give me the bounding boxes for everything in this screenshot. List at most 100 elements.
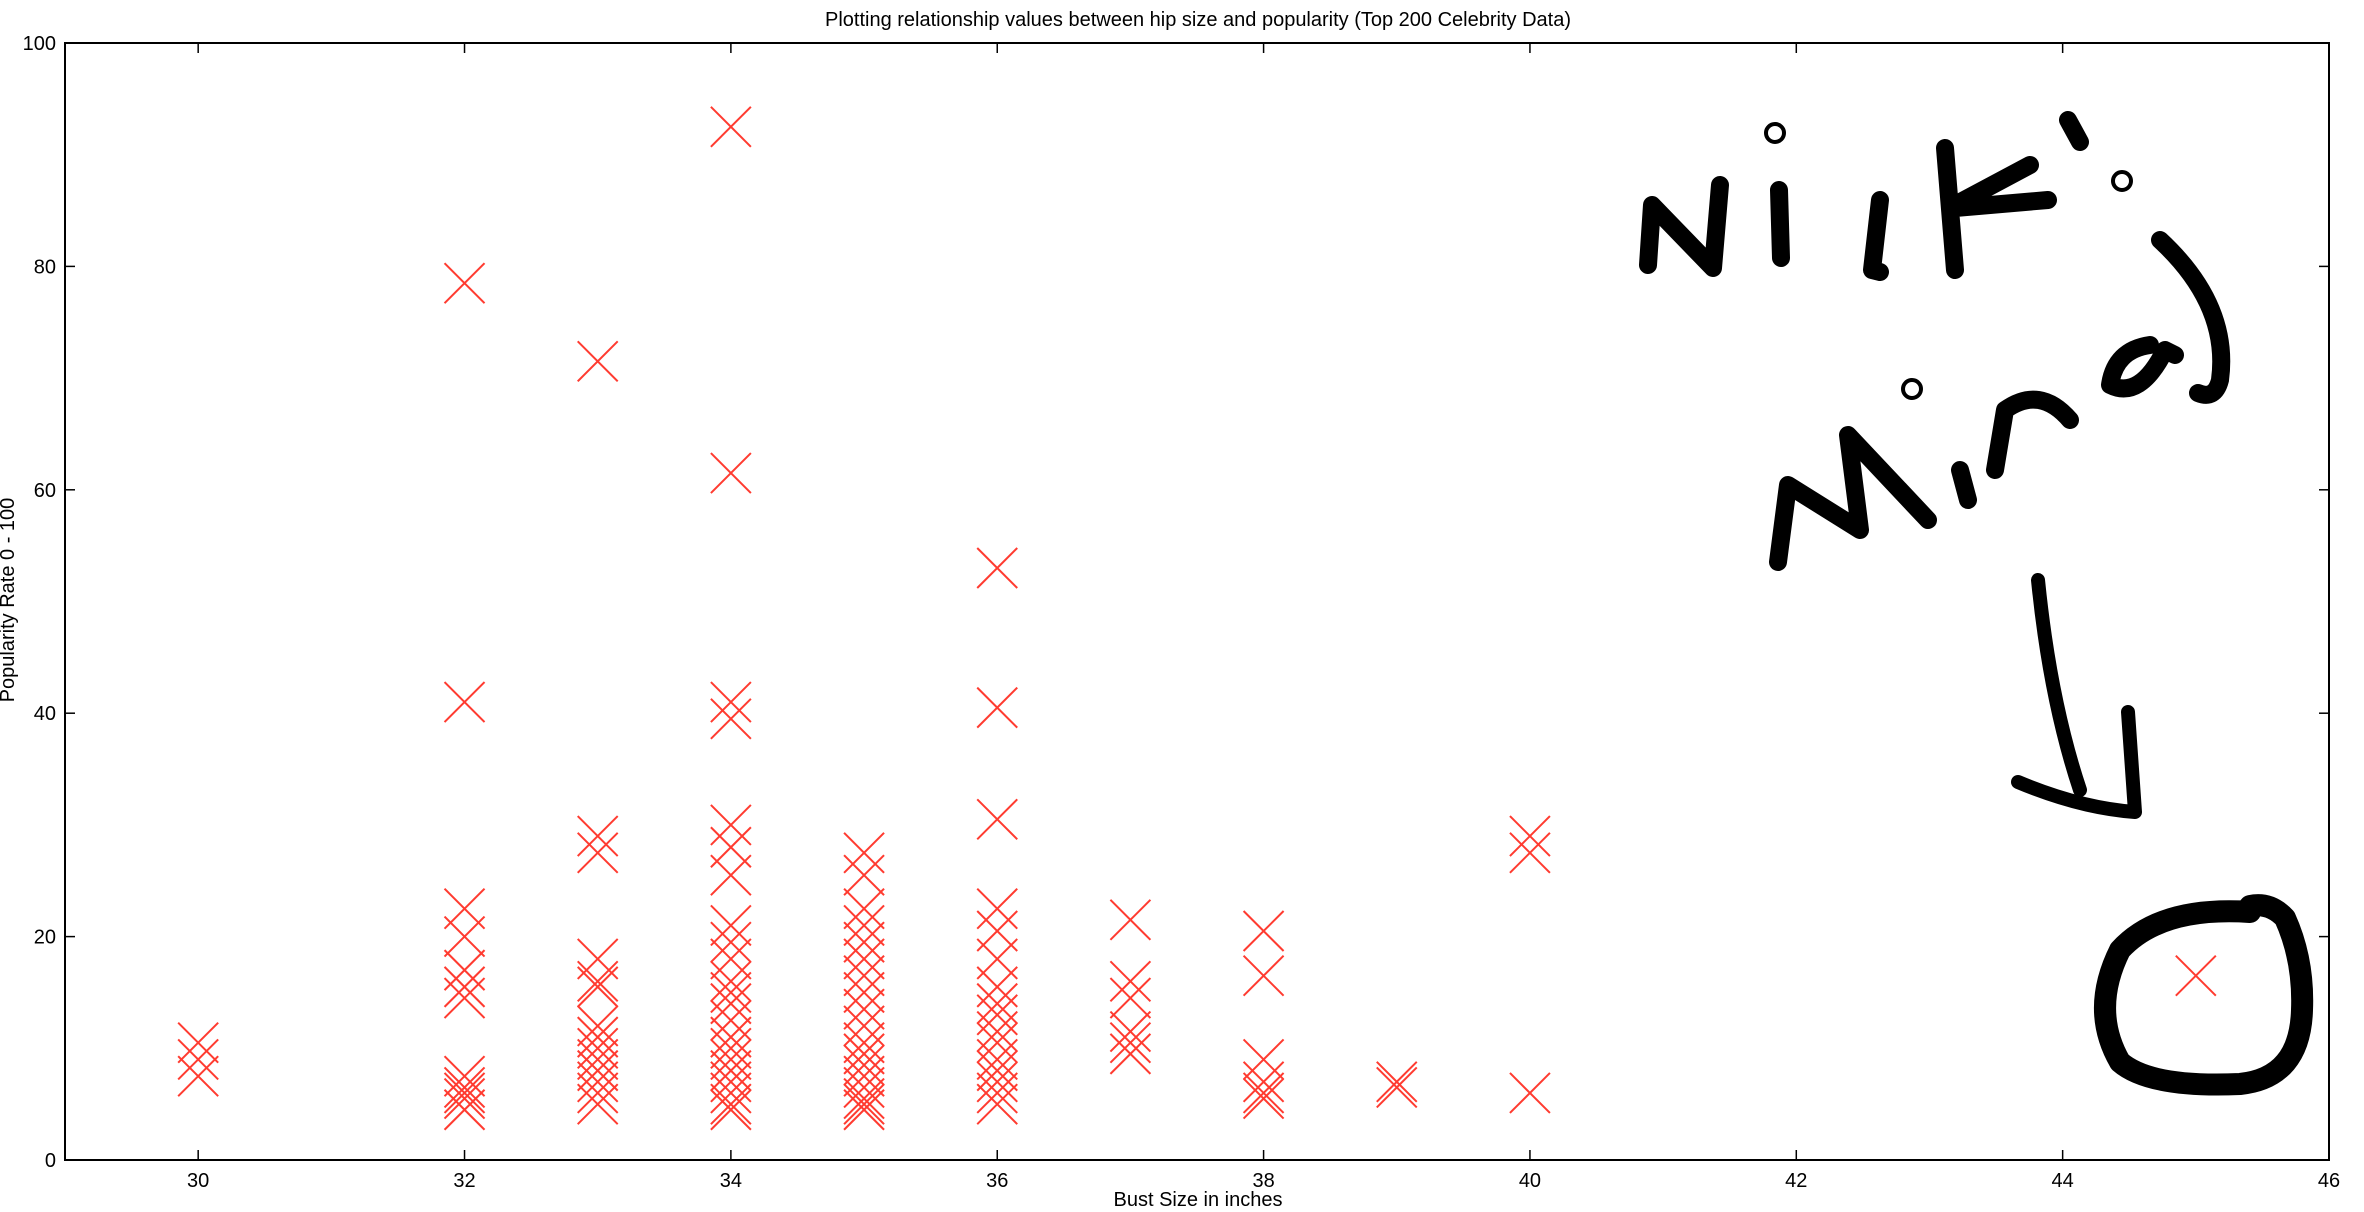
x-tick-label: 42 — [1785, 1170, 1807, 1192]
handwritten-arrow-head — [2011, 705, 2142, 819]
handwriting-dot — [1901, 378, 1923, 400]
y-tick-label: 100 — [23, 33, 56, 55]
handwriting-dot — [2111, 170, 2133, 192]
handwriting-stroke — [1770, 181, 1790, 267]
data-point-stroke — [710, 106, 752, 148]
data-point — [710, 106, 752, 148]
data-point — [843, 887, 885, 930]
data-point — [843, 1089, 885, 1131]
x-tick-label: 38 — [1252, 1170, 1274, 1192]
data-point-stroke — [443, 1089, 486, 1131]
data-point-stroke — [843, 1083, 885, 1125]
data-point — [843, 1044, 885, 1086]
data-point — [576, 1016, 619, 1058]
data-point — [976, 1072, 1018, 1114]
data-point — [976, 1038, 1018, 1081]
data-point — [576, 1005, 619, 1047]
handwriting-stroke — [1863, 191, 1889, 281]
y-tick-label: 80 — [34, 256, 56, 278]
y-tick-label: 20 — [34, 927, 56, 949]
data-point — [843, 954, 885, 997]
data-point — [843, 1066, 885, 1109]
data-point-stroke — [576, 1083, 619, 1125]
data-point-stroke — [1109, 960, 1152, 1002]
data-point-stroke — [843, 1089, 885, 1131]
data-point — [576, 1083, 619, 1125]
data-point-stroke — [576, 340, 619, 383]
handwriting-stroke — [1639, 176, 1729, 277]
handwritten-annotation — [1639, 111, 2314, 1096]
data-point — [976, 798, 1018, 841]
data-point-stroke — [576, 815, 619, 857]
data-point — [443, 1077, 486, 1120]
data-point — [576, 1049, 619, 1092]
data-point — [843, 1083, 885, 1125]
data-point-stroke — [843, 971, 885, 1014]
data-point — [976, 1061, 1018, 1103]
data-point — [843, 988, 885, 1030]
data-point — [710, 854, 752, 896]
data-point-stroke — [710, 1038, 752, 1081]
data-point — [1242, 910, 1285, 952]
data-point-stroke — [710, 854, 752, 896]
data-point-stroke — [843, 904, 885, 947]
data-point-stroke — [976, 1061, 1018, 1103]
data-point-stroke — [576, 966, 619, 1008]
data-point-stroke — [976, 686, 1018, 729]
data-point-stroke — [1376, 1066, 1418, 1109]
data-point — [1109, 1010, 1152, 1053]
handwriting-dot — [1764, 122, 1786, 144]
data-point-stroke — [710, 804, 752, 846]
data-point-stroke — [843, 832, 885, 874]
data-point — [1509, 1072, 1551, 1114]
data-point-stroke — [976, 1049, 1018, 1092]
handwriting-stroke — [1769, 426, 1937, 571]
x-tick-label: 44 — [2052, 1170, 2074, 1192]
data-point-stroke — [1242, 954, 1285, 997]
x-tick-label: 40 — [1519, 1170, 1541, 1192]
data-point-stroke — [843, 887, 885, 930]
data-point — [576, 1061, 619, 1103]
data-point — [576, 1038, 619, 1081]
data-point-stroke — [2175, 954, 2217, 997]
data-point — [443, 966, 486, 1008]
x-tick-label: 34 — [720, 1170, 742, 1192]
data-point-stroke — [443, 966, 486, 1008]
data-point-stroke — [710, 1049, 752, 1092]
data-point — [1242, 1061, 1285, 1103]
data-point — [443, 1072, 486, 1114]
data-point-stroke — [843, 921, 885, 963]
data-point-stroke — [443, 1077, 486, 1120]
x-tick-label: 36 — [986, 1170, 1008, 1192]
data-point — [976, 1049, 1018, 1092]
chart-title: Plotting relationship values between hip… — [825, 9, 1571, 31]
data-point — [1376, 1061, 1418, 1103]
data-point — [1109, 960, 1152, 1002]
handwriting-stroke — [1936, 139, 2057, 279]
data-point-stroke — [576, 1027, 619, 1070]
handwriting-stroke — [2101, 336, 2184, 398]
data-point-stroke — [1242, 910, 1285, 952]
data-point-stroke — [710, 960, 752, 1002]
data-point-stroke — [976, 1038, 1018, 1081]
data-point-stroke — [710, 1016, 752, 1058]
y-tick-label: 40 — [34, 703, 56, 725]
data-point-stroke — [710, 1083, 752, 1125]
data-point-stroke — [1109, 1022, 1152, 1064]
data-point-stroke — [976, 1072, 1018, 1114]
data-point-stroke — [177, 1038, 219, 1081]
data-point — [710, 921, 752, 963]
plot-frame — [64, 42, 2330, 1161]
data-point — [710, 698, 752, 740]
data-point — [843, 854, 885, 896]
data-point-stroke — [843, 1022, 885, 1064]
data-point-stroke — [976, 1083, 1018, 1125]
data-point-stroke — [443, 1066, 486, 1109]
data-point-stroke — [576, 832, 619, 874]
data-point — [710, 982, 752, 1025]
data-point — [976, 887, 1018, 930]
data-point — [710, 960, 752, 1002]
y-axis: 0 20 40 60 80 100 — [23, 33, 2329, 1172]
data-point — [710, 904, 752, 947]
